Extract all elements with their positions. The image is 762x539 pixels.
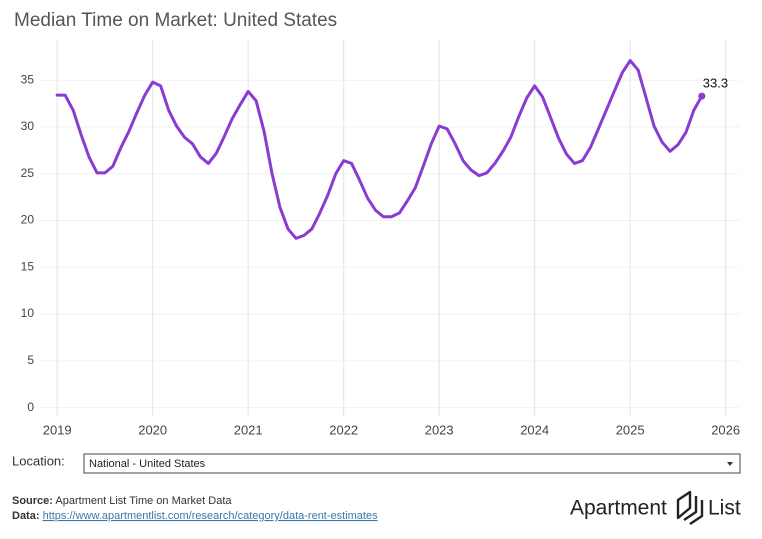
footer-line: Data: https://www.apartmentlist.com/rese… [12, 510, 378, 522]
source-text: Apartment List Time on Market Data [55, 495, 232, 507]
y-tick-label: 20 [21, 213, 35, 227]
x-tick-label: 2019 [43, 422, 72, 437]
y-tick-label: 5 [27, 353, 34, 367]
x-tick-label: 2026 [711, 422, 740, 437]
x-tick-label: 2024 [520, 422, 549, 437]
data-link[interactable]: https://www.apartmentlist.com/research/c… [43, 510, 379, 522]
source-label: Source: [12, 495, 53, 507]
dropdown-box[interactable] [83, 453, 741, 474]
logo-word: List [708, 497, 741, 520]
y-tick-label: 25 [21, 166, 35, 180]
last-point [698, 92, 706, 100]
y-tick-label: 30 [21, 119, 35, 133]
x-tick-label: 2023 [425, 422, 454, 437]
y-tick-label: 10 [21, 306, 35, 320]
dropdown-arrow[interactable] [727, 462, 733, 466]
location-label: Location: [12, 453, 65, 468]
x-tick-label: 2021 [234, 422, 263, 437]
x-tick-label: 2022 [329, 422, 358, 437]
location-dropdown[interactable]: National - United States [83, 453, 741, 474]
chart-title: Median Time on Market: United States [14, 10, 337, 31]
y-tick-label: 15 [21, 259, 35, 273]
x-tick-label: 2020 [138, 422, 167, 437]
footer-line: Source: Apartment List Time on Market Da… [12, 495, 232, 507]
y-tick-label: 35 [21, 72, 35, 86]
logo: Apartment List [570, 490, 741, 525]
logo-word: Apartment [570, 497, 667, 520]
dropdown-value[interactable]: National - United States [89, 458, 206, 470]
data-label: 33.3 [703, 76, 728, 91]
data-label: Data: [12, 510, 40, 522]
logo-icon [676, 490, 704, 525]
y-tick-label: 0 [27, 400, 34, 414]
line [55, 59, 704, 240]
x-tick-label: 2025 [616, 422, 645, 437]
